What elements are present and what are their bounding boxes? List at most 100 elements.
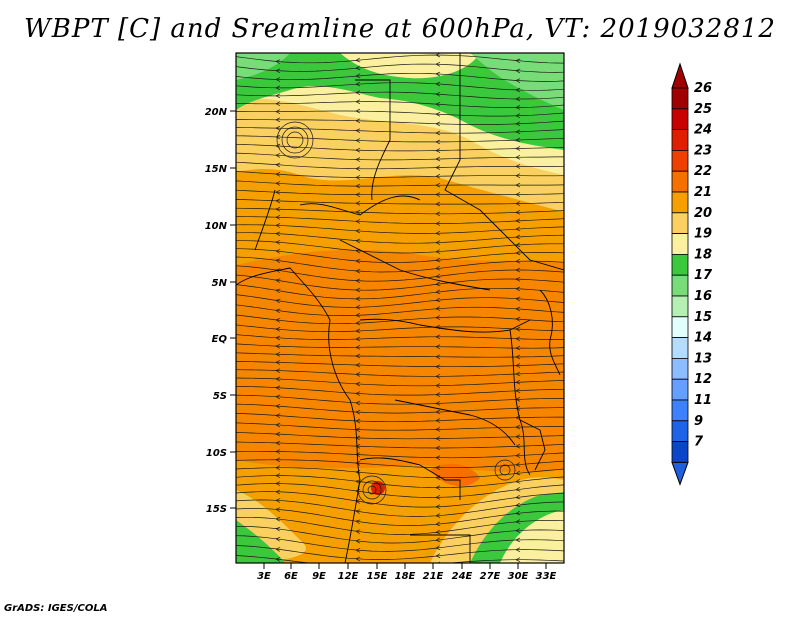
streamline-arrow — [515, 306, 521, 312]
streamline-arrow — [275, 403, 281, 409]
streamline-arrow — [435, 427, 441, 432]
colorbar-segment — [671, 337, 689, 359]
streamline-arrow — [515, 388, 521, 393]
wbpt-field-18c-sw — [236, 520, 285, 563]
streamline-arrow — [435, 102, 441, 107]
wbpt-field-17c-ne — [470, 53, 564, 110]
colorbar: 26 25 24 23 22 21 20 19 18 17 16 15 14 13 12 11 9 7 — [671, 62, 713, 486]
streamline-arrow — [275, 385, 281, 391]
streamline — [236, 377, 564, 387]
lon-tick-label: 12E — [338, 571, 359, 582]
streamline — [236, 199, 564, 205]
streamline — [236, 535, 564, 552]
streamline — [236, 545, 564, 560]
streamline-arrow — [275, 240, 281, 245]
streamline-arrow — [355, 258, 361, 264]
streamline — [236, 216, 564, 224]
streamline-arrow — [355, 209, 361, 215]
streamline-arrow — [275, 171, 281, 177]
streamline-arrow — [515, 276, 521, 282]
streamline-vortex — [494, 459, 516, 481]
streamline-arrow — [275, 360, 281, 365]
streamline-arrow — [435, 315, 441, 320]
streamline-arrow — [515, 234, 521, 240]
streamline — [236, 127, 564, 134]
streamline-arrow — [275, 413, 281, 418]
lat-tick-label: 10N — [205, 221, 228, 232]
lon-tick-label: 24E — [452, 571, 473, 582]
streamline-arrow — [275, 473, 281, 478]
streamline-arrow — [435, 495, 441, 500]
streamline-arrow — [355, 175, 361, 180]
streamline — [236, 369, 564, 377]
streamline-arrow — [515, 345, 521, 351]
colorbar-label: 23 — [694, 143, 712, 158]
lat-tick-label: 10S — [206, 448, 227, 459]
streamline-arrow — [515, 296, 521, 302]
streamline-arrow — [515, 557, 521, 563]
lon-tick-label: 27E — [480, 571, 501, 582]
streamline-arrow — [275, 181, 281, 186]
wbpt-field-17c — [236, 53, 290, 80]
streamline-arrow — [515, 502, 521, 508]
colorbar-label: 13 — [694, 351, 712, 366]
streamline-arrow — [275, 93, 281, 99]
streamline — [236, 232, 564, 244]
streamline — [236, 499, 564, 517]
streamline-arrow — [435, 485, 441, 490]
streamline — [236, 248, 564, 263]
colorbar-segment — [671, 357, 689, 380]
colorbar-segment — [671, 253, 689, 276]
streamline-arrow — [515, 258, 521, 264]
streamline-arrow — [355, 556, 361, 562]
streamline — [236, 91, 564, 100]
streamline-arrow — [435, 265, 441, 271]
streamline-arrow — [355, 166, 361, 172]
latitude-axis: 20N 15N 10N 5N EQ 5S 10S 15S — [205, 107, 236, 515]
streamline-vortex — [276, 121, 314, 159]
streamline-arrow — [435, 529, 441, 535]
streamline-arrow — [515, 68, 521, 74]
streamline — [236, 265, 564, 282]
streamline — [236, 274, 564, 291]
streamline-arrow — [355, 344, 361, 350]
lat-tick-label: EQ — [212, 334, 228, 345]
streamline — [236, 161, 564, 170]
colorbar-segment — [671, 274, 689, 297]
streamline-arrow — [275, 335, 281, 341]
streamline-arrow — [435, 436, 441, 441]
streamline-arrow — [355, 336, 361, 342]
wbpt-field-20c-west — [249, 106, 341, 165]
colorbar-label: 21 — [694, 185, 712, 200]
streamline-arrow — [355, 538, 361, 544]
streamline-arrow — [355, 381, 361, 387]
streamline-vortex — [286, 131, 304, 149]
streamline — [236, 441, 564, 449]
streamline-arrow — [275, 223, 281, 228]
streamline-arrow — [355, 479, 361, 484]
streamline-arrow — [355, 228, 361, 234]
streamline-vortex — [362, 480, 382, 500]
streamline-arrow — [515, 528, 521, 533]
streamline-arrow — [515, 58, 521, 64]
streamline — [236, 256, 564, 273]
streamline-arrow — [355, 201, 361, 206]
streamline-arrow — [275, 536, 281, 542]
colorbar-label: 25 — [694, 102, 712, 117]
streamline-vortex — [367, 485, 377, 495]
streamline-arrow — [435, 230, 441, 236]
streamline-arrow — [275, 298, 281, 304]
streamline-arrow — [515, 226, 521, 232]
colorbar-segment — [671, 295, 689, 318]
streamline-arrow — [355, 278, 361, 284]
streamline-arrow — [355, 81, 361, 87]
streamline-arrow — [515, 519, 521, 524]
streamline — [236, 304, 564, 316]
lon-tick-label: 15E — [367, 571, 388, 582]
streamline-arrow — [355, 128, 361, 134]
streamline-arrow — [275, 327, 281, 332]
streamline-arrow — [275, 318, 281, 323]
streamline-arrow — [275, 449, 281, 454]
streamline-arrow — [515, 137, 521, 143]
